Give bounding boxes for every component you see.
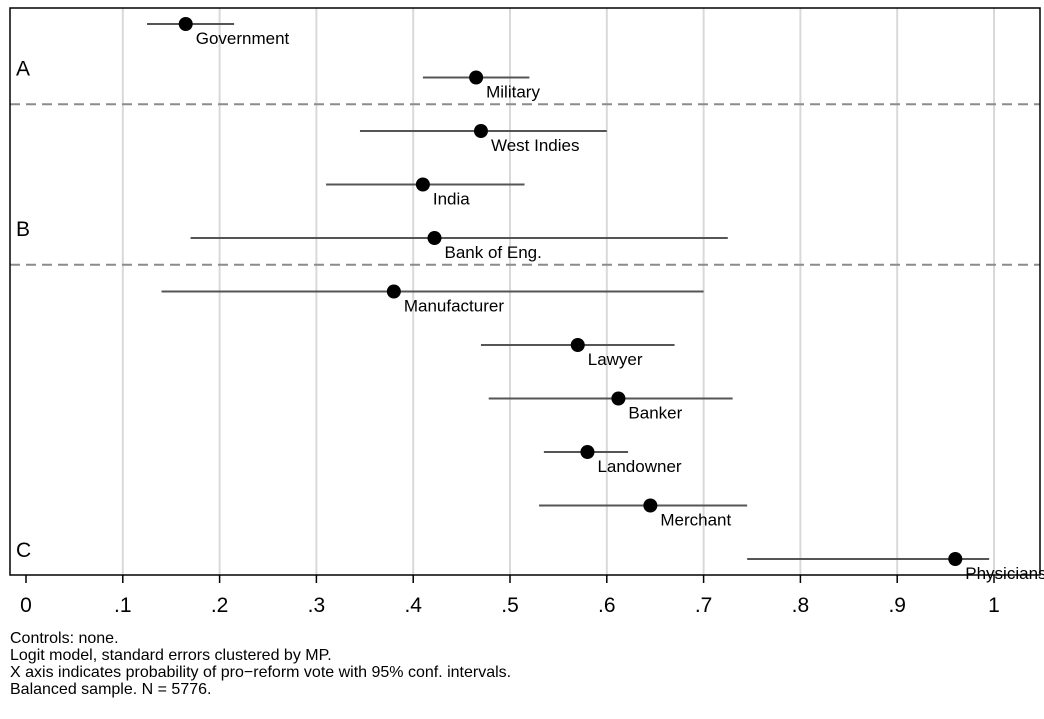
group-label-c: C bbox=[16, 539, 31, 562]
point-label-india: India bbox=[433, 190, 470, 209]
point-label-west-indies: West Indies bbox=[491, 136, 580, 155]
point-military bbox=[469, 70, 484, 85]
note-x-axis: X axis indicates probability of pro−refo… bbox=[10, 664, 512, 681]
x-tick-label-.5: .5 bbox=[501, 594, 519, 617]
x-tick-label-.3: .3 bbox=[308, 594, 326, 617]
x-tick-label-.7: .7 bbox=[695, 594, 713, 617]
point-label-banker: Banker bbox=[628, 404, 682, 423]
group-label-a: A bbox=[16, 58, 30, 81]
chart-notes: Controls: none. Logit model, standard er… bbox=[10, 630, 511, 698]
point-merchant bbox=[643, 498, 658, 513]
x-tick-label-.9: .9 bbox=[888, 594, 906, 617]
note-sample: Balanced sample. N = 5776. bbox=[10, 681, 212, 698]
note-controls: Controls: none. bbox=[10, 630, 119, 647]
plot-frame bbox=[9, 7, 1041, 576]
point-physicians bbox=[948, 552, 963, 566]
point-government bbox=[178, 17, 193, 31]
point-label-merchant: Merchant bbox=[660, 511, 731, 530]
point-bank-of-eng bbox=[427, 231, 442, 245]
point-west-indies bbox=[473, 124, 488, 138]
point-label-lawyer: Lawyer bbox=[588, 350, 643, 369]
x-tick-label-.4: .4 bbox=[404, 594, 422, 617]
plot-marks bbox=[147, 17, 990, 566]
point-label-physicians: Physicians bbox=[965, 564, 1044, 583]
point-label-landowner: Landowner bbox=[597, 457, 681, 476]
point-labels: Government Military West Indies India Bank o… bbox=[196, 29, 1044, 583]
group-label-b: B bbox=[16, 218, 30, 241]
x-tick-label-.1: .1 bbox=[114, 594, 132, 617]
point-label-government: Government bbox=[196, 29, 290, 48]
point-lawyer bbox=[570, 338, 585, 352]
x-tick-label-1: 1 bbox=[988, 594, 1000, 617]
x-tick-label-0: 0 bbox=[20, 594, 32, 617]
point-banker bbox=[611, 391, 626, 406]
dot-plot-chart: A B C Government Military West Indies India Ban… bbox=[9, 7, 1044, 617]
point-india bbox=[415, 177, 430, 192]
point-manufacturer bbox=[386, 284, 401, 299]
x-tick-label-.6: .6 bbox=[598, 594, 616, 617]
point-label-bank-of-eng: Bank of Eng. bbox=[444, 243, 541, 262]
point-label-military: Military bbox=[486, 83, 540, 102]
x-tick-label-.2: .2 bbox=[211, 594, 229, 617]
x-tick-label-.8: .8 bbox=[792, 594, 810, 617]
point-label-manufacturer: Manufacturer bbox=[404, 297, 504, 316]
note-model: Logit model, standard errors clustered b… bbox=[10, 647, 332, 664]
point-landowner bbox=[580, 445, 595, 459]
